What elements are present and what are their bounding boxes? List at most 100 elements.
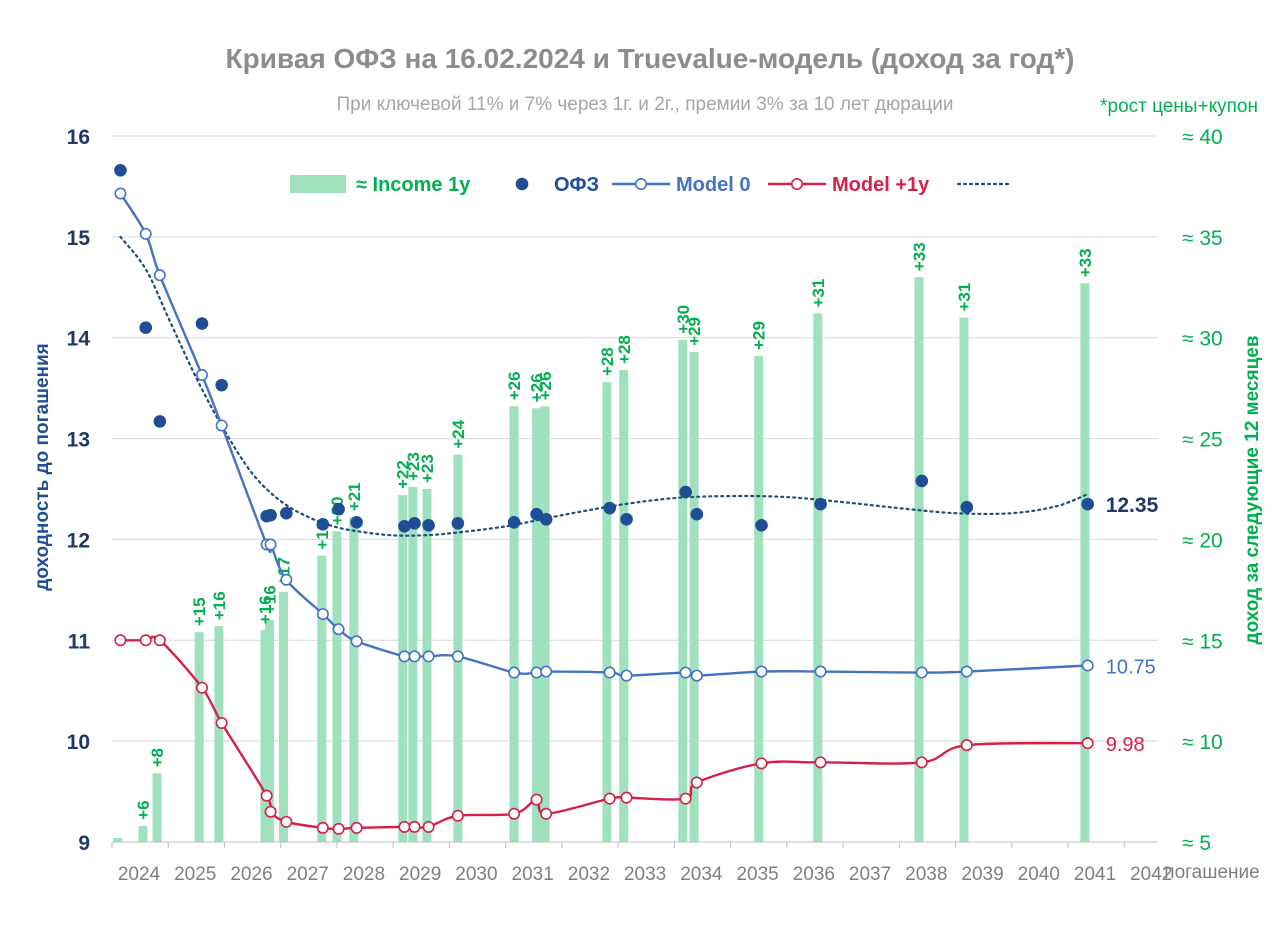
ofz-point: [507, 515, 521, 529]
legend-ofz-label: ОФЗ: [554, 174, 599, 196]
ofz-point: [350, 515, 363, 529]
ofz-point: [316, 518, 330, 531]
ofz-point: [679, 485, 692, 499]
x-tick-label: 2041: [1074, 864, 1116, 885]
model0-marker: [422, 650, 435, 663]
income-bar-label: +29: [685, 317, 704, 346]
model0-series: [114, 187, 1094, 682]
model0-marker: [530, 666, 543, 679]
chart-note: *рост цены+купон: [1100, 96, 1258, 117]
y-right-tick-label: ≈ 40: [1182, 126, 1223, 149]
model1-marker: [530, 793, 543, 806]
ofz-point: [960, 500, 974, 514]
ofz-point: [690, 507, 704, 521]
ofz-point: [332, 502, 345, 516]
income-bar-label: +26: [528, 373, 547, 402]
model0-marker: [264, 538, 277, 551]
ofz-point: [264, 508, 277, 522]
income-bar-label: +23: [404, 452, 423, 481]
chart-subtitle: При ключевой 11% и 7% через 1г. и 2г., п…: [337, 94, 954, 115]
x-tick-label: 2037: [849, 864, 891, 885]
income-bar: [453, 454, 463, 842]
income-bar-label: +30: [674, 305, 693, 334]
x-tick-label: 2035: [736, 864, 778, 885]
model1-marker: [603, 792, 616, 805]
model0-marker: [755, 665, 768, 678]
y-right-tick-label: ≈ 30: [1182, 328, 1223, 351]
ofz-point: [153, 415, 167, 428]
y-left-tick-label: 15: [67, 227, 91, 250]
y-left-tick-label: 14: [67, 328, 91, 351]
income-bar-label: +31: [809, 279, 828, 308]
income-bar-label: +16: [256, 595, 275, 624]
income-bar-label: +33: [910, 242, 929, 271]
model0-marker: [540, 665, 553, 678]
legend-income-swatch: [290, 175, 346, 193]
ofz-point: [620, 512, 633, 526]
income-bars: [113, 277, 1090, 843]
ofz-point: [422, 519, 435, 532]
income-bar-label: +8: [148, 748, 167, 767]
income-bar: [914, 277, 924, 842]
model1-marker: [814, 756, 827, 769]
income-bar-label: +26: [536, 371, 555, 400]
y-left-tick-label: 16: [67, 126, 90, 149]
x-tick-label: 2029: [399, 864, 441, 885]
model1-marker: [316, 821, 329, 834]
model1-marker: [915, 756, 928, 769]
model1-marker: [408, 820, 421, 833]
income-bar: [678, 339, 688, 842]
model0-marker: [139, 227, 152, 240]
model1-marker: [139, 634, 152, 647]
legend: ≈ Income 1y ОФЗ Model 0 Model +1y: [290, 174, 1012, 196]
income-bar-label: +23: [418, 454, 437, 483]
y-right-tick-label: ≈ 10: [1182, 731, 1223, 754]
model0-marker: [280, 573, 293, 586]
model1-marker: [264, 805, 277, 818]
income-bar: [279, 591, 289, 842]
model1-marker: [451, 809, 464, 822]
y-left-tick-label: 10: [67, 731, 90, 754]
income-bar: [509, 406, 519, 842]
model1-marker: [755, 757, 768, 770]
model1-marker: [153, 634, 166, 647]
y-right-tick-label: ≈ 25: [1182, 429, 1223, 452]
legend-income-label: ≈ Income 1y: [356, 174, 471, 196]
income-bar: [1080, 283, 1090, 842]
income-bar-label: +33: [1076, 248, 1095, 277]
model1-line: [120, 635, 1088, 831]
model1-marker: [280, 815, 293, 828]
y-right-tick-label: ≈ 20: [1182, 529, 1223, 552]
x-tick-label: 2040: [1018, 864, 1060, 885]
income-bar: [422, 489, 432, 842]
ofz-point: [215, 378, 228, 392]
model0-marker: [398, 650, 411, 663]
x-tick-label: 2027: [287, 864, 329, 885]
income-bar: [317, 555, 327, 842]
income-bar-labels: +6+8+15+16+16+16+17+19+20+21+22+23+23+24…: [134, 242, 1095, 820]
y-left-tick-label: 11: [68, 630, 91, 653]
income-bar: [113, 837, 123, 842]
income-bar: [138, 825, 148, 842]
model0-marker: [679, 666, 692, 679]
y-left-tick-label: 9: [78, 832, 90, 855]
y-axis-right-label: доход за следующие 12 месяцев: [1242, 336, 1263, 645]
x-tick-label: 2036: [793, 864, 835, 885]
trend-line-path: [119, 235, 1089, 537]
income-bar: [214, 626, 224, 842]
legend-ofz-marker: [515, 177, 529, 191]
end-labels: 12.35 10.75 9.98: [1106, 494, 1159, 756]
model1-marker: [690, 776, 703, 789]
legend-model1-label: Model +1y: [832, 174, 930, 196]
model0-marker: [114, 187, 127, 200]
income-bar: [152, 773, 162, 842]
ofz-point: [195, 317, 209, 330]
x-tick-label: 2033: [624, 864, 666, 885]
x-tick-label: 2024: [118, 864, 161, 885]
chart-title: Кривая ОФЗ на 16.02.2024 и Truevalue-мод…: [226, 43, 1075, 74]
model1-marker: [215, 716, 228, 729]
income-bar: [959, 317, 969, 842]
trend-line: [119, 235, 1089, 537]
ofz-point: [603, 501, 616, 515]
